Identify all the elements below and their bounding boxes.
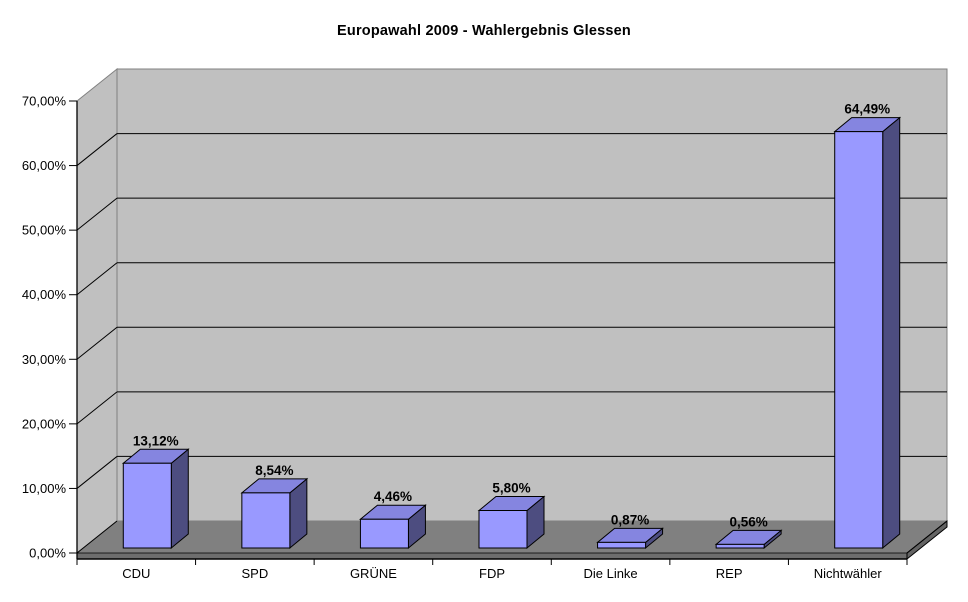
y-tick-label: 20,00%	[22, 416, 67, 431]
bar-value-label: 64,49%	[844, 102, 890, 117]
floor-edge-left	[76, 520, 118, 554]
bar-front-face	[597, 541, 647, 549]
bar-value-label: 8,54%	[255, 463, 293, 478]
bar-CDU	[121, 448, 190, 550]
bar-front-face	[359, 518, 409, 549]
bar-value-label: 5,80%	[492, 481, 530, 496]
bar-front-face	[478, 510, 528, 549]
bar-FDP	[477, 495, 546, 550]
bar-side-face	[170, 448, 189, 550]
side-wall	[76, 67, 118, 555]
x-category-label: CDU	[122, 566, 150, 581]
floor-edge-right	[906, 520, 948, 554]
gridline-side	[76, 133, 118, 166]
bar-value-label: 0,87%	[611, 512, 649, 527]
bar-front-face	[715, 543, 765, 549]
back-wall	[116, 68, 948, 522]
x-category-label: Nichtwähler	[814, 566, 883, 581]
bar-front-face	[834, 131, 884, 549]
bar-Die Linke	[596, 527, 664, 550]
x-category-label: REP	[716, 566, 743, 581]
x-category-label: FDP	[479, 566, 505, 581]
y-tick-label: 70,00%	[22, 94, 67, 109]
bar-SPD	[240, 477, 309, 550]
gridline-side	[76, 326, 118, 360]
y-tick-label: 0,00%	[29, 546, 66, 561]
y-tick-label: 30,00%	[22, 352, 67, 367]
x-category-label: GRÜNE	[350, 566, 397, 581]
bar-REP	[714, 529, 783, 550]
gridline-side	[76, 456, 118, 489]
y-tick-label: 50,00%	[22, 223, 67, 238]
bar-value-label: 13,12%	[133, 433, 179, 448]
gridline-side	[76, 262, 118, 296]
bar-side-face	[882, 116, 901, 550]
bar-front-face	[241, 492, 291, 549]
bar-value-label: 0,56%	[730, 514, 768, 529]
y-tick-label: 60,00%	[22, 158, 67, 173]
bar-GRÜNE	[359, 504, 427, 550]
chart-title: Europawahl 2009 - Wahlergebnis Glessen	[337, 23, 631, 39]
bar-front-face	[122, 462, 172, 549]
gridline-side	[76, 197, 118, 231]
y-tick-label: 40,00%	[22, 287, 67, 302]
floor-front	[77, 553, 907, 559]
x-category-label: SPD	[241, 566, 268, 581]
bar-Nichtwähler	[833, 116, 902, 550]
x-category-label: Die Linke	[583, 566, 637, 581]
gridline-side	[76, 391, 118, 425]
y-tick-label: 10,00%	[22, 481, 67, 496]
bar-value-label: 4,46%	[374, 489, 412, 504]
